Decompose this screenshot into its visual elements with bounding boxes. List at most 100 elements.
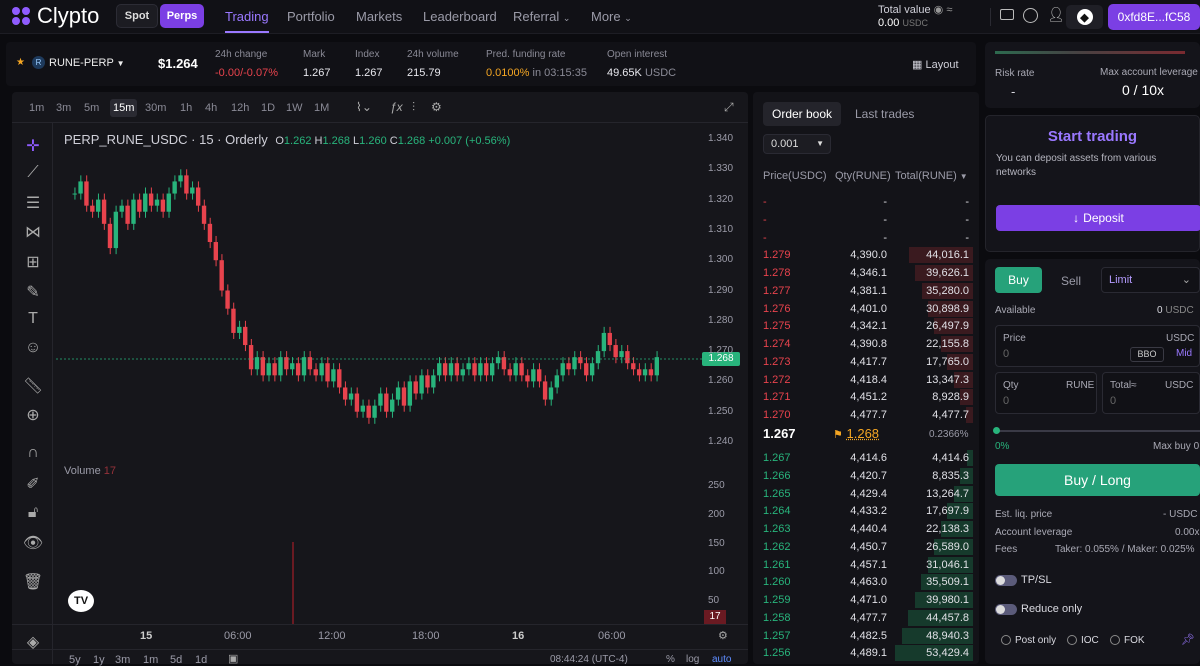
timeframe-15m[interactable]: 15m (110, 99, 138, 117)
template-icon[interactable]: ⫶ (412, 100, 416, 114)
tab-order-book[interactable]: Order book (763, 102, 841, 126)
nav-portfolio[interactable]: Portfolio (287, 9, 335, 24)
post-only-radio[interactable]: Post only (1001, 635, 1056, 646)
ask-row[interactable]: 1.277 4,381.1 35,280.0 (753, 282, 979, 300)
tab-last-trades[interactable]: Last trades (855, 107, 915, 121)
ask-row[interactable]: 1.279 4,390.0 44,016.1 (753, 246, 979, 264)
eye-icon[interactable]: ◉ (933, 4, 944, 16)
price-chart[interactable]: ⌇⌄ ƒx ⫶ ⚙ ⤢ ✛ ⟋ ☰ ⋈ ⊞ ✎ T ☺ 📏︎ ⊕ ∩ ✐ 🔓︎ … (12, 92, 748, 666)
fok-radio[interactable]: FOK (1110, 635, 1145, 646)
qty-field[interactable]: 0 (1003, 395, 1010, 407)
bid-row[interactable]: 1.262 4,450.7 26,589.0 (753, 538, 979, 556)
layers-icon[interactable]: ◈ (26, 634, 40, 651)
bid-row[interactable]: 1.263 4,440.4 22,138.3 (753, 520, 979, 538)
header-total[interactable]: Total(RUNE) ▼ (895, 170, 968, 182)
star-icon[interactable]: ★ (16, 57, 25, 68)
timeframe-1W[interactable]: 1W (286, 102, 303, 114)
trendline-icon[interactable]: ⟋ (27, 164, 39, 181)
timeframe-1m[interactable]: 1m (29, 102, 45, 114)
bid-row[interactable]: 1.264 4,433.2 17,697.9 (753, 502, 979, 520)
wallet-button[interactable]: 0xfd8E...fC58 (1108, 4, 1200, 30)
ask-row[interactable]: 1.270 4,477.7 4,477.7 (753, 406, 979, 424)
range-button-5y[interactable]: 5y (69, 654, 81, 666)
timeframe-3m[interactable]: 3m (56, 102, 72, 114)
function-icon[interactable]: ƒx (390, 100, 403, 114)
magnet-icon[interactable]: ∩ (27, 444, 39, 461)
bbo-button[interactable]: BBO (1130, 347, 1164, 362)
crosshair-icon[interactable]: ✛ (26, 138, 40, 155)
pattern-icon[interactable]: ⋈ (25, 224, 41, 241)
zoom-icon[interactable]: ⊕ (26, 407, 40, 424)
tpsl-toggle[interactable]: TP/SL (995, 574, 1052, 586)
ask-row[interactable]: 1.272 4,418.4 13,347.3 (753, 371, 979, 389)
ask-row[interactable]: --- (753, 211, 979, 229)
brand-logo[interactable]: Clypto (10, 3, 99, 29)
chart-settings-icon[interactable]: ⚙ (718, 630, 728, 642)
bid-row[interactable]: 1.265 4,429.4 13,264.7 (753, 485, 979, 503)
tick-size-select[interactable]: 0.001 ▼ (763, 134, 831, 154)
brush-icon[interactable]: ✎ (26, 284, 40, 301)
log-toggle[interactable]: log (686, 654, 700, 665)
text-icon[interactable]: T (28, 310, 38, 327)
reduce-only-toggle[interactable]: Reduce only (995, 603, 1082, 615)
devices-icon[interactable] (1000, 9, 1014, 20)
timeframe-1h[interactable]: 1h (180, 102, 193, 114)
user-icon[interactable]: 👤︎ (1047, 6, 1065, 22)
ruler-icon[interactable]: 📏︎ (22, 378, 44, 395)
timeframe-4h[interactable]: 4h (205, 102, 218, 114)
ask-row[interactable]: 1.276 4,401.0 30,898.9 (753, 300, 979, 318)
ask-row[interactable]: 1.274 4,390.8 22,155.8 (753, 335, 979, 353)
mid-button[interactable]: Mid (1176, 348, 1193, 359)
auto-toggle[interactable]: auto (712, 654, 732, 665)
timeframe-30m[interactable]: 30m (145, 102, 167, 114)
amount-slider[interactable] (995, 430, 1200, 432)
symbol-selector[interactable]: RUNE-PERP ▼ (49, 57, 125, 69)
total-field[interactable]: 0 (1110, 395, 1117, 407)
qty-input[interactable]: Qty RUNE 0 (995, 372, 1097, 414)
bid-row[interactable]: 1.258 4,477.7 44,457.8 (753, 609, 979, 627)
bid-row[interactable]: 1.261 4,457.1 31,046.1 (753, 556, 979, 574)
fullscreen-icon[interactable]: ⤢ (724, 100, 734, 114)
lock-drawing-icon[interactable]: ✐ (26, 476, 40, 493)
nav-more[interactable]: More ⌄ (591, 9, 632, 24)
order-type-select[interactable]: Limit ⌄ (1101, 267, 1200, 293)
timeframe-1D[interactable]: 1D (261, 102, 276, 114)
timeframe-1M[interactable]: 1M (314, 102, 330, 114)
pin-icon[interactable]: 📌︎ (1181, 634, 1195, 646)
range-button-1m[interactable]: 1m (143, 654, 159, 666)
buy-long-button[interactable]: Buy / Long (995, 464, 1200, 496)
percent-toggle[interactable]: % (666, 654, 675, 665)
bid-row[interactable]: 1.267 4,414.6 4,414.6 (753, 449, 979, 467)
buy-tab[interactable]: Buy (995, 267, 1042, 293)
total-input[interactable]: Total≈ USDC 0 (1102, 372, 1200, 414)
spot-button[interactable]: Spot (116, 4, 158, 28)
layout-button[interactable]: ▦ Layout (912, 59, 959, 71)
bid-row[interactable]: 1.257 4,482.5 48,940.3 (753, 627, 979, 645)
ask-row[interactable]: --- (753, 229, 979, 247)
lock-icon[interactable]: 🔓︎ (27, 504, 39, 521)
nav-trading[interactable]: Trading (225, 9, 269, 33)
ask-row[interactable]: 1.273 4,417.7 17,765.0 (753, 353, 979, 371)
deposit-button[interactable]: ↓ Deposit (996, 205, 1200, 231)
price-field[interactable]: 0 (1003, 348, 1010, 360)
range-button-1y[interactable]: 1y (93, 654, 105, 666)
tradingview-logo[interactable]: TV (68, 590, 94, 612)
timeframe-12h[interactable]: 12h (231, 102, 250, 114)
nav-leaderboard[interactable]: Leaderboard (423, 9, 497, 24)
nav-markets[interactable]: Markets (356, 9, 403, 24)
ask-row[interactable]: --- (753, 193, 979, 211)
bid-row[interactable]: 1.260 4,463.0 35,509.1 (753, 573, 979, 591)
settings-icon[interactable]: ⚙ (431, 100, 442, 114)
emoji-icon[interactable]: ☺ (24, 339, 42, 356)
range-button-3m[interactable]: 3m (115, 654, 131, 666)
globe-icon[interactable] (1023, 8, 1038, 23)
bid-row[interactable]: 1.266 4,420.7 8,835.3 (753, 467, 979, 485)
indicator-icon[interactable]: ⌇⌄ (356, 100, 372, 114)
ask-row[interactable]: 1.275 4,342.1 26,497.9 (753, 317, 979, 335)
trash-icon[interactable]: 🗑︎ (22, 574, 44, 591)
ask-row[interactable]: 1.278 4,346.1 39,626.1 (753, 264, 979, 282)
projection-icon[interactable]: ⊞ (26, 254, 40, 271)
visibility-icon[interactable]: 👁︎ (22, 535, 44, 552)
slider-handle[interactable] (993, 427, 1000, 434)
ask-row[interactable]: 1.271 4,451.2 8,928.9 (753, 388, 979, 406)
